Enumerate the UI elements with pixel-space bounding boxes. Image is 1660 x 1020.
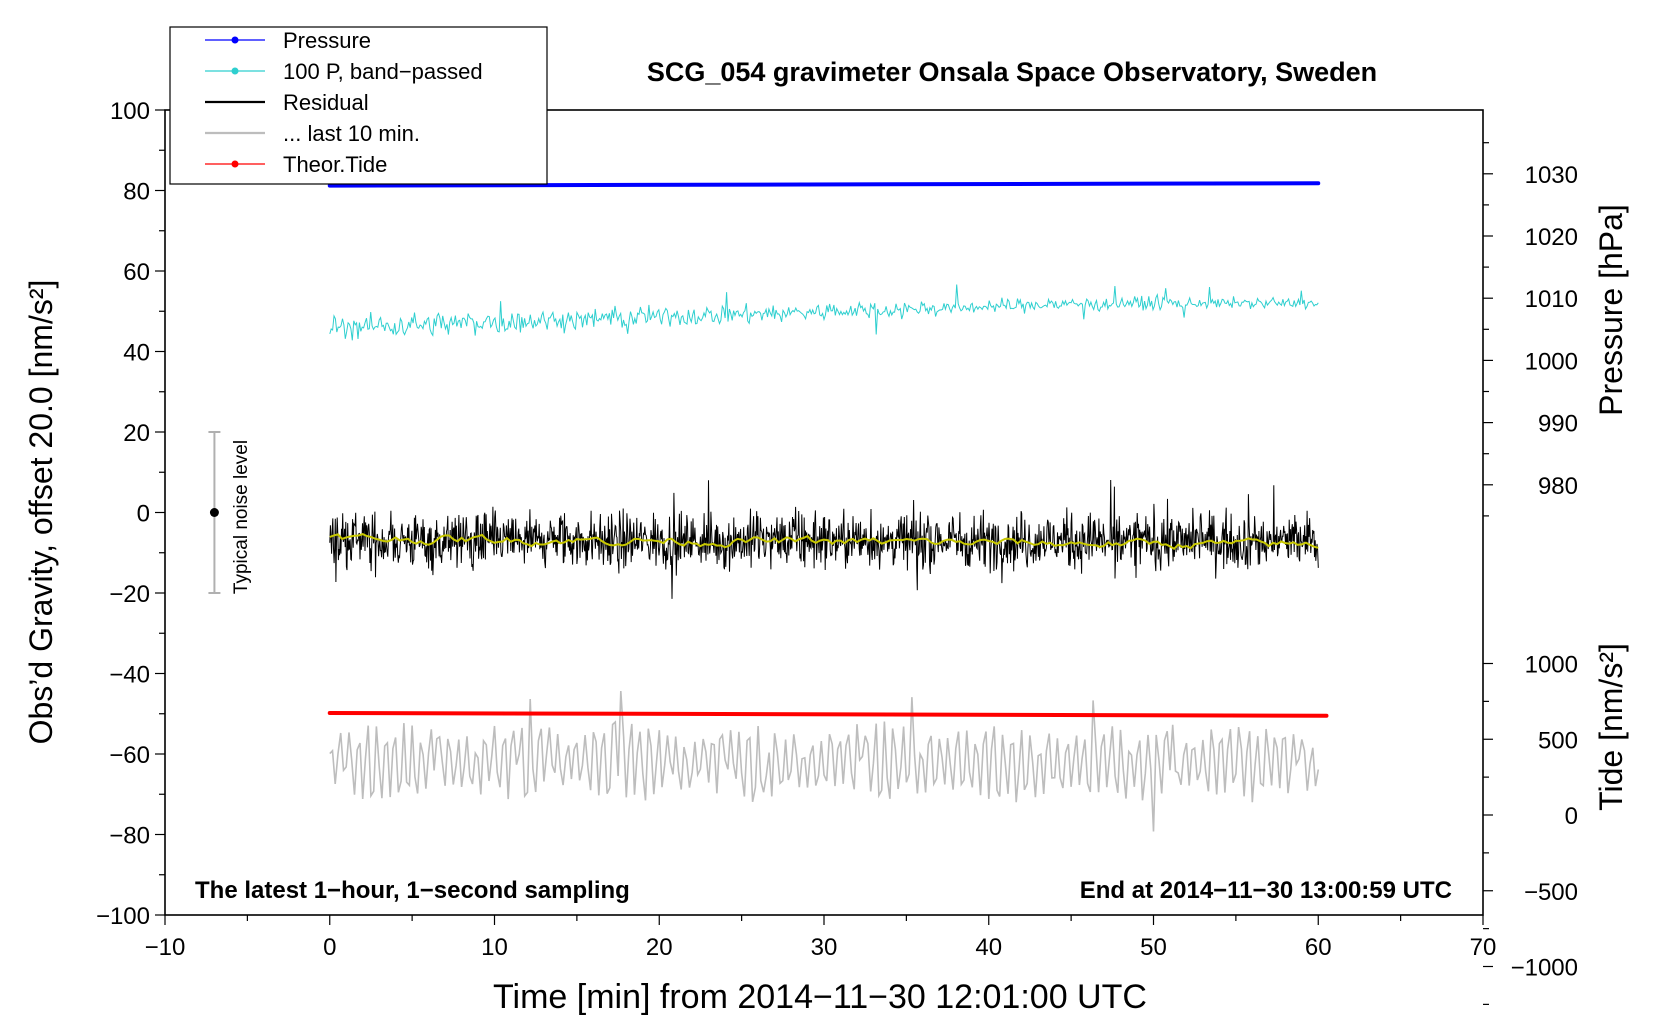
y-tick-label: 80 — [123, 179, 150, 206]
y-tick-label: −20 — [109, 581, 150, 608]
pressure-tick-label: 980 — [1538, 473, 1578, 500]
legend-label: Pressure — [283, 28, 371, 53]
legend-marker — [231, 67, 239, 75]
legend-marker — [231, 160, 239, 168]
annotation-end-time: End at 2014−11−30 13:00:59 UTC — [1080, 877, 1452, 904]
chart-title: SCG_054 gravimeter Onsala Space Observat… — [647, 57, 1377, 87]
noise-bar-label: Typical noise level — [231, 440, 252, 594]
x-axis-label: Time [min] from 2014−11−30 12:01:00 UTC — [493, 978, 1147, 1016]
series-last-10-min — [329, 690, 1320, 832]
pressure-tick-label: 1020 — [1525, 224, 1578, 251]
noise-bar — [208, 431, 221, 594]
y-tick-label: −80 — [109, 823, 150, 850]
series-layer — [327, 181, 1329, 832]
pressure-tick-label: 990 — [1538, 411, 1578, 438]
y-tick-label: 100 — [110, 98, 150, 125]
annotation-sampling: The latest 1−hour, 1−second sampling — [195, 877, 630, 904]
series-pressure-band-passed — [329, 284, 1319, 341]
series-residual-smoothed — [329, 533, 1319, 551]
legend-marker — [231, 36, 239, 44]
tide-tick-label: 500 — [1538, 727, 1578, 754]
legend-label: 100 P, band−passed — [283, 59, 483, 84]
x-tick-label: 30 — [811, 934, 838, 961]
y-tick-label: 20 — [123, 420, 150, 447]
tide-tick-label: 1000 — [1525, 652, 1578, 679]
y-axis-label-pressure: Pressure [hPa] — [1593, 204, 1629, 416]
pressure-tick-label: 1000 — [1525, 348, 1578, 375]
noise-bar-dot — [209, 508, 219, 517]
x-axis-ticks: −10 0 10 20 30 40 50 60 70 — [145, 915, 1497, 961]
y-tick-label: −60 — [109, 742, 150, 769]
y-tick-label: −100 — [96, 903, 150, 930]
y-tick-label: 60 — [123, 259, 150, 286]
x-tick-label: −10 — [145, 934, 186, 961]
y-axis-label-tide: Tide [nm/s²] — [1593, 643, 1629, 811]
legend-label: ... last 10 min. — [283, 121, 420, 146]
x-tick-label: 10 — [481, 934, 508, 961]
x-tick-label: 70 — [1470, 934, 1497, 961]
pressure-axis-ticks: 980 990 1000 1010 1020 1030 — [1483, 142, 1578, 517]
x-tick-label: 40 — [975, 934, 1002, 961]
tide-tick-label: 0 — [1565, 803, 1578, 830]
series-residual — [329, 479, 1319, 599]
pressure-tick-label: 1010 — [1525, 286, 1578, 313]
legend-label: Residual — [283, 90, 369, 115]
pressure-tick-label: 1030 — [1525, 162, 1578, 189]
left-y-axis-ticks: −100 −80 −60 −40 −20 0 20 40 60 80 100 — [96, 98, 165, 930]
tide-tick-label: −500 — [1524, 879, 1578, 906]
legend-box — [169, 26, 548, 185]
y-tick-label: 40 — [123, 340, 150, 367]
x-tick-label: 50 — [1140, 934, 1167, 961]
y-axis-label-left: Obs’d Gravity, offset 20.0 [nm/s²] — [23, 280, 59, 745]
tide-tick-label: −1000 — [1511, 955, 1578, 982]
y-tick-label: −40 — [109, 662, 150, 689]
series-pressure — [327, 181, 1321, 188]
legend-label: Theor.Tide — [283, 152, 387, 177]
y-tick-label: 0 — [137, 501, 150, 528]
series-theoretical-tide — [327, 710, 1329, 718]
x-tick-label: 60 — [1305, 934, 1332, 961]
x-tick-label: 0 — [323, 934, 336, 961]
x-tick-label: 20 — [646, 934, 673, 961]
legend: Pressure 100 P, band−passed Residual ... la… — [169, 26, 548, 185]
